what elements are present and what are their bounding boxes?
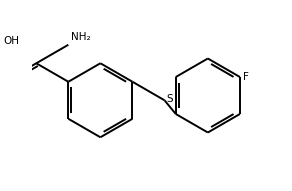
Text: NH₂: NH₂ — [71, 32, 90, 42]
Text: F: F — [243, 72, 248, 82]
Text: S: S — [167, 94, 173, 104]
Text: OH: OH — [3, 36, 19, 46]
